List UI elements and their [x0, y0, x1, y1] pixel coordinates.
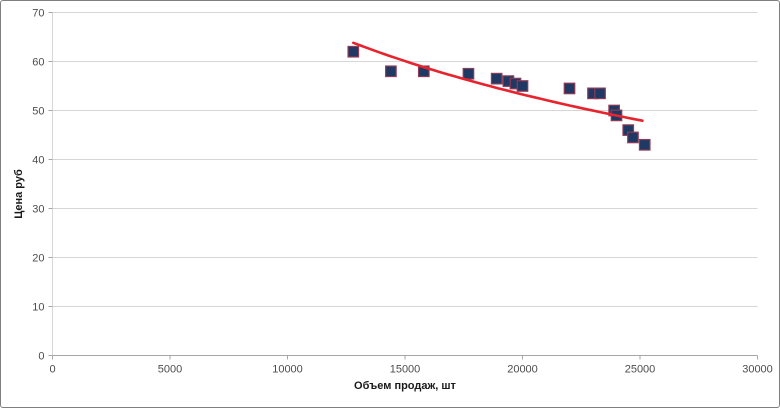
- y-tick-label: 40: [32, 155, 44, 167]
- x-tick-label: 5000: [158, 364, 182, 376]
- y-tick-label: 0: [38, 351, 44, 363]
- data-point: [627, 131, 639, 144]
- data-point: [638, 138, 651, 151]
- y-tick-label: 10: [32, 302, 44, 314]
- y-tick-label: 50: [32, 106, 44, 118]
- tick-labels: 0 5000 10000 15000 20000 25000 30000 0 10 20 30 40 5…: [32, 8, 773, 376]
- data-point: [490, 72, 503, 85]
- x-axis-title: Объем продаж, шт: [354, 380, 457, 392]
- x-tick-label: 20000: [507, 364, 538, 376]
- data-point: [385, 65, 397, 78]
- y-axis-title: Цена руб: [13, 169, 25, 219]
- y-tick-label: 20: [32, 253, 44, 265]
- data-point: [462, 67, 475, 80]
- data-series: [347, 45, 651, 151]
- data-point: [516, 80, 529, 92]
- gridlines: [52, 12, 758, 307]
- x-tick-label: 15000: [390, 364, 421, 376]
- y-tick-label: 60: [32, 57, 44, 69]
- x-tick-label: 10000: [272, 364, 303, 376]
- data-point: [594, 87, 606, 100]
- trendline: [352, 41, 644, 122]
- y-tick-label: 70: [32, 8, 44, 20]
- x-tick-label: 0: [49, 364, 55, 376]
- data-point: [347, 45, 360, 58]
- x-tick-label: 25000: [625, 364, 656, 376]
- tick-marks: [48, 12, 758, 360]
- axis-lines: [52, 12, 758, 356]
- y-tick-label: 30: [32, 204, 44, 216]
- x-tick-label: 30000: [742, 364, 773, 376]
- data-point: [563, 82, 576, 95]
